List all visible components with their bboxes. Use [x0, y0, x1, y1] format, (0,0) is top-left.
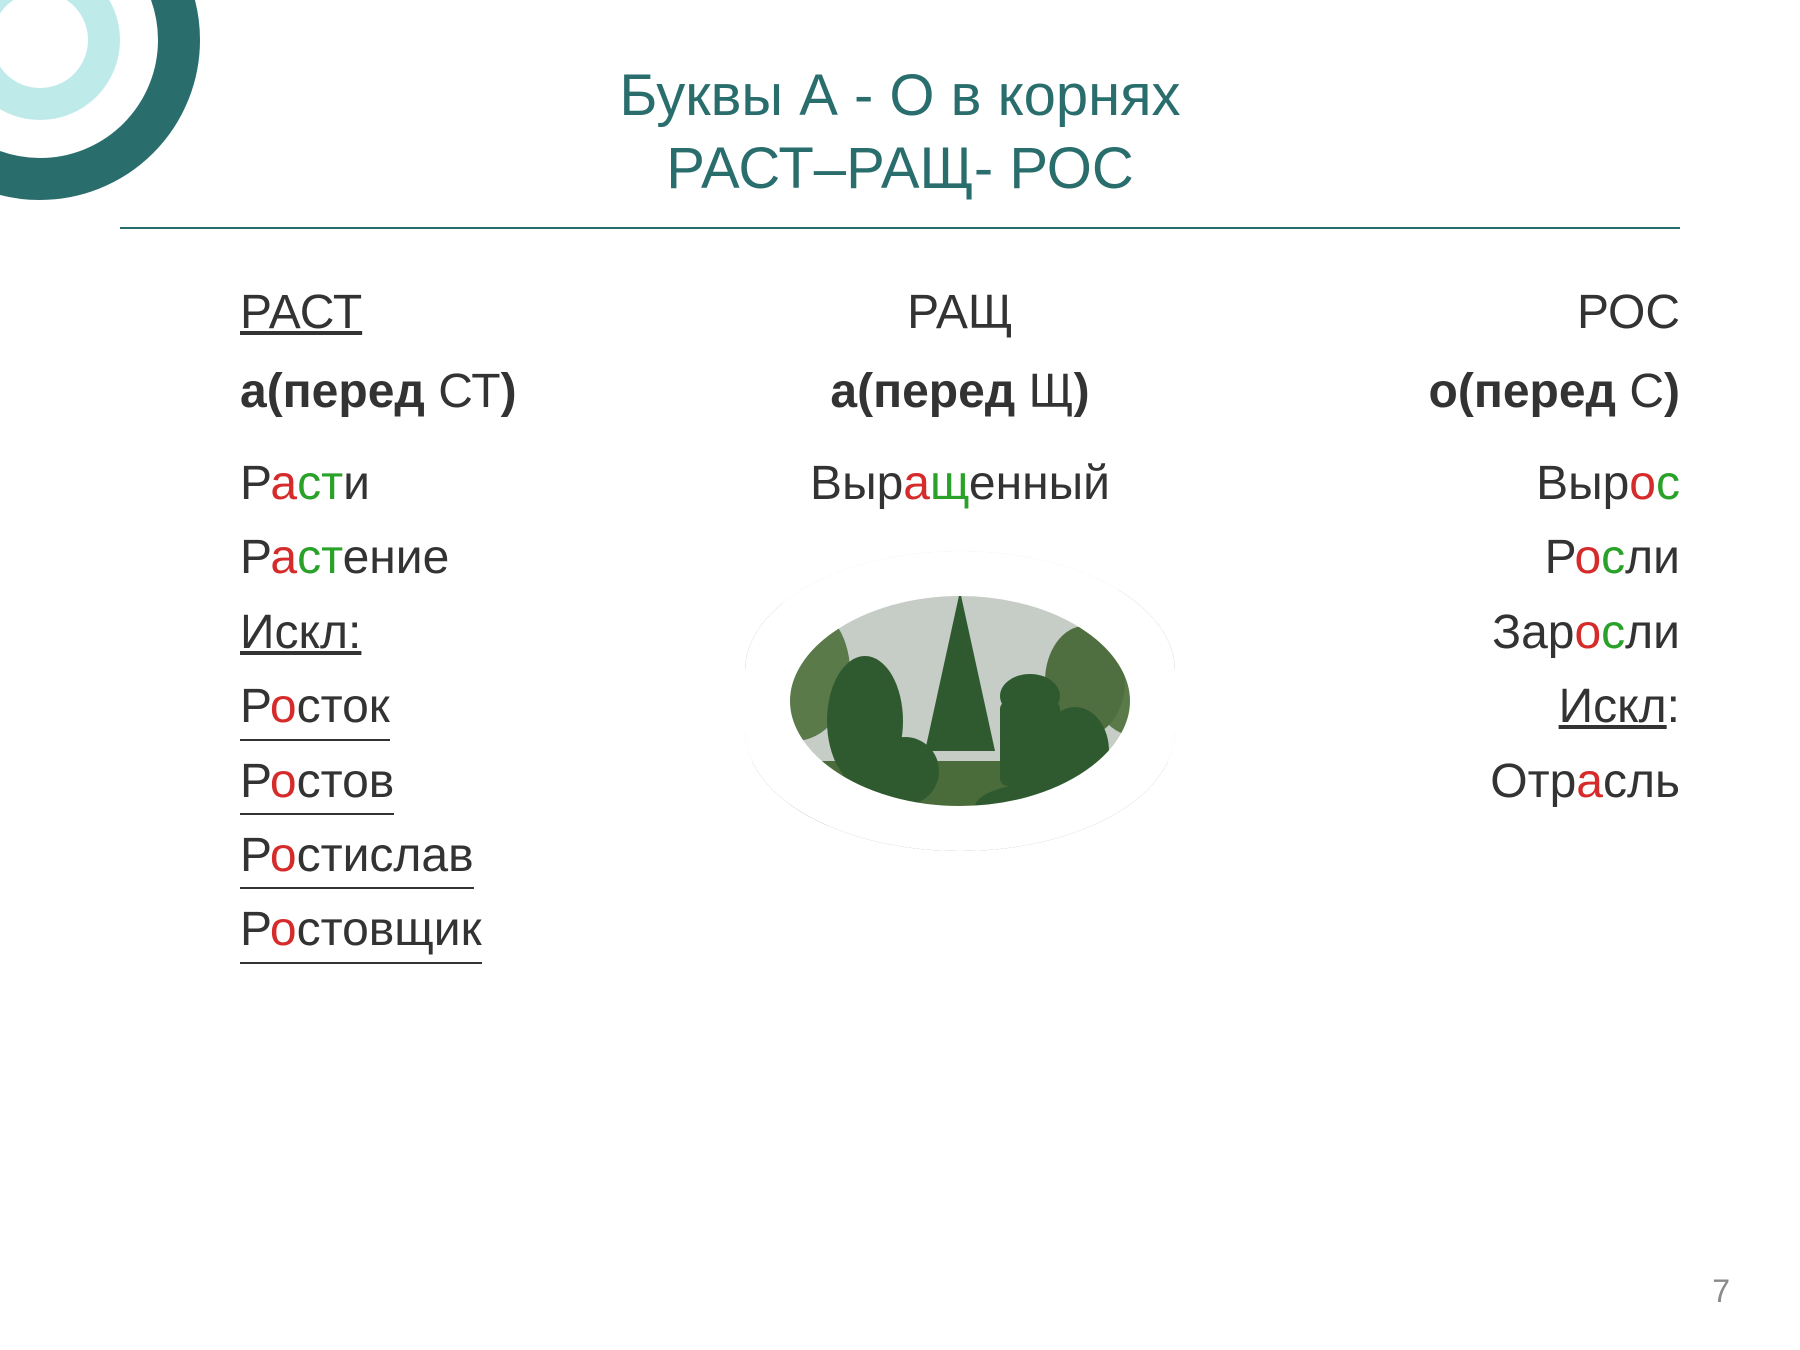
column-ros: РОС о(перед С) Вырос Росли Заросли Искл:… [1240, 285, 1680, 968]
word-vyros: Вырос [1536, 447, 1680, 521]
topiary-svg [745, 551, 1175, 851]
excl-label-ros: Искл: [1559, 670, 1680, 744]
col-rule-rash: а(перед Щ) [830, 364, 1089, 419]
rule-mid: С [1629, 365, 1664, 418]
column-rast: РАСТ а(перед СТ) Расти Растение Искл: Ро… [120, 285, 680, 968]
slide: Буквы А - О в корнях РАСТ–РАЩ- РОС РАСТ … [0, 0, 1800, 1350]
excl-rostislav: Ростислав [240, 819, 474, 893]
topiary-image [745, 551, 1175, 851]
columns: РАСТ а(перед СТ) Расти Растение Искл: Ро… [120, 285, 1680, 968]
title-line-1: Буквы А - О в корнях [619, 63, 1180, 128]
excl-rostov: Ростов [240, 745, 394, 819]
col-rule-ros: о(перед С) [1429, 364, 1680, 419]
rule-close: ) [1074, 365, 1090, 418]
word-rasti: Расти [240, 447, 680, 521]
word-vyrashenny: Выращенный [810, 447, 1110, 521]
excl-label-rast: Искл: [240, 596, 680, 670]
rule-close: ) [1664, 365, 1680, 418]
rule-prefix: а(перед [240, 365, 438, 418]
word-rosli: Росли [1545, 521, 1680, 595]
rule-mid: СТ [438, 365, 500, 418]
word-rastenie: Растение [240, 521, 680, 595]
col-head-rash: РАЩ [907, 285, 1013, 340]
rule-mid: Щ [1029, 365, 1074, 418]
title-line-2: РАСТ–РАЩ- РОС [666, 136, 1134, 201]
rule-close: ) [501, 365, 517, 418]
word-zarosli: Заросли [1492, 596, 1680, 670]
excl-otrasl: Отрасль [1490, 745, 1680, 819]
col-head-ros: РОС [1577, 285, 1680, 340]
column-rash: РАЩ а(перед Щ) Выращенный [700, 285, 1220, 968]
rule-prefix: а(перед [830, 365, 1028, 418]
slide-title: Буквы А - О в корнях РАСТ–РАЩ- РОС [120, 60, 1680, 205]
title-divider [120, 227, 1680, 229]
excl-rostovshik: Ростовщик [240, 893, 482, 967]
page-number: 7 [1712, 1273, 1730, 1310]
rule-prefix: о(перед [1429, 365, 1630, 418]
excl-rostok: Росток [240, 670, 390, 744]
col-rule-rast: а(перед СТ) [240, 364, 680, 419]
col-head-rast: РАСТ [240, 285, 680, 340]
